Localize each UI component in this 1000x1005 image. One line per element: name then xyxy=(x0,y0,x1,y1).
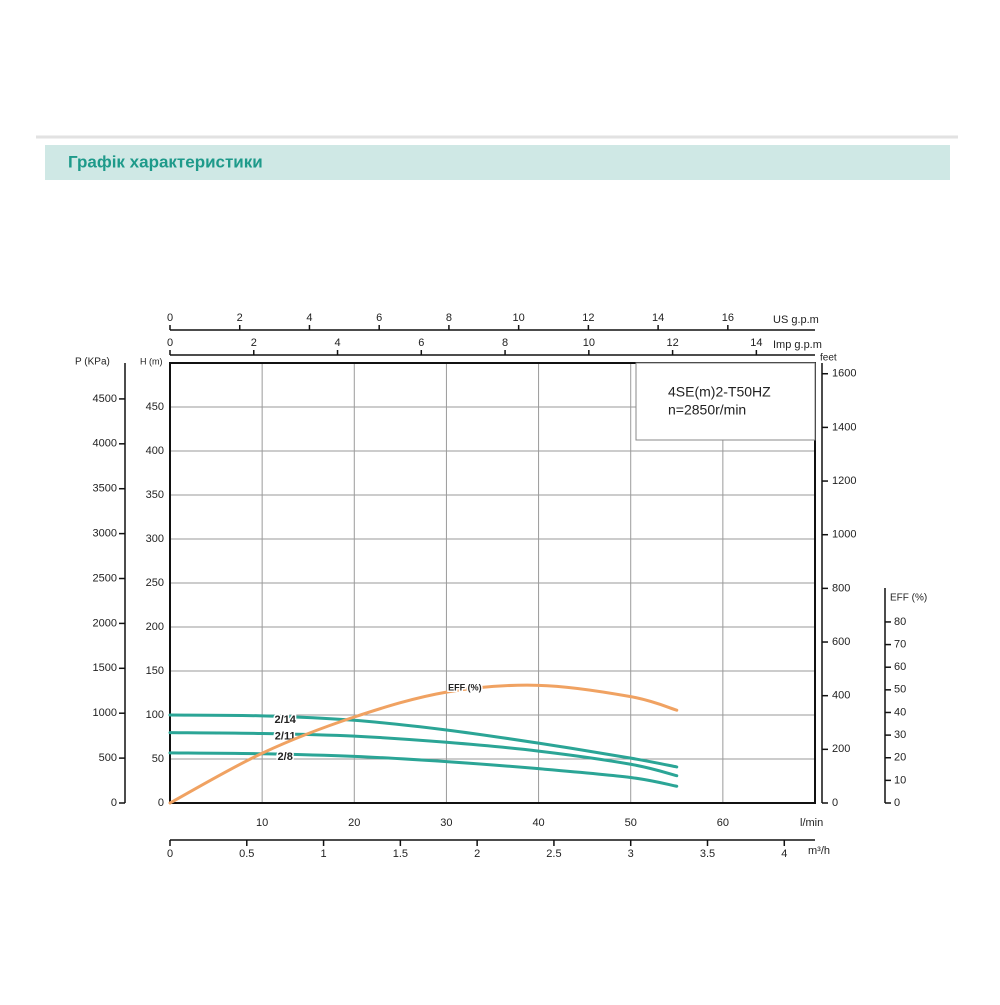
tick-label: 14 xyxy=(750,337,762,349)
eff-tick-label: 80 xyxy=(894,616,906,628)
header-title: Графік характеристики xyxy=(68,152,263,171)
curve xyxy=(168,713,679,769)
x-tick-label: 30 xyxy=(440,817,452,829)
tick-label: 10 xyxy=(513,312,525,324)
y-tick-label: 450 xyxy=(146,401,164,413)
x-tick-label: 10 xyxy=(256,817,268,829)
tick-label: 1.5 xyxy=(393,848,408,860)
tick-label: 0 xyxy=(832,797,838,809)
y-tick-label: 100 xyxy=(146,709,164,721)
tick-label: 2 xyxy=(474,848,480,860)
y-tick-label: 50 xyxy=(152,753,164,765)
tick-label: 16 xyxy=(722,312,734,324)
tick-label: 8 xyxy=(446,312,452,324)
axis-label: Imp g.p.m xyxy=(773,339,822,351)
x-tick-label: 40 xyxy=(532,817,544,829)
tick-label: 10 xyxy=(583,337,595,349)
x-axis-label: l/min xyxy=(800,817,823,829)
x-tick-label: 50 xyxy=(625,817,637,829)
eff-tick-label: 0 xyxy=(894,797,900,809)
y-tick-label: 200 xyxy=(146,621,164,633)
tick-label: 2.5 xyxy=(546,848,561,860)
curve-label: 2/8 xyxy=(278,751,293,763)
tick-label: 4000 xyxy=(93,438,117,450)
axis-label: m³/h xyxy=(808,845,830,857)
tick-label: 8 xyxy=(502,337,508,349)
tick-label: 1000 xyxy=(93,707,117,719)
tick-label: 0 xyxy=(167,337,173,349)
header-band xyxy=(45,145,950,180)
tick-label: 400 xyxy=(832,690,850,702)
tick-label: 500 xyxy=(99,752,117,764)
x-tick-label: 20 xyxy=(348,817,360,829)
curve xyxy=(168,751,679,788)
y-tick-label: 400 xyxy=(146,445,164,457)
curve xyxy=(168,683,679,805)
axis-label: US g.p.m xyxy=(773,314,819,326)
tick-label: 4 xyxy=(781,848,787,860)
tick-label: 0 xyxy=(167,312,173,324)
tick-label: 1500 xyxy=(93,662,117,674)
y-axis-label: H (m) xyxy=(140,356,163,366)
axis-label: feet xyxy=(820,353,837,364)
plot-frame xyxy=(169,362,816,804)
eff-tick-label: 40 xyxy=(894,706,906,718)
y-tick-label: 0 xyxy=(158,797,164,809)
tick-label: 800 xyxy=(832,582,850,594)
tick-label: 6 xyxy=(418,337,424,349)
tick-label: 600 xyxy=(832,636,850,648)
x-tick-label: 60 xyxy=(717,817,729,829)
tick-label: 12 xyxy=(666,337,678,349)
y-tick-label: 250 xyxy=(146,577,164,589)
tick-label: 1600 xyxy=(832,368,856,380)
tick-label: 4 xyxy=(334,337,340,349)
eff-tick-label: 50 xyxy=(894,684,906,696)
eff-tick-label: 70 xyxy=(894,638,906,650)
tick-label: 0.5 xyxy=(239,848,254,860)
eff-tick-label: 60 xyxy=(894,661,906,673)
tick-label: 2500 xyxy=(93,572,117,584)
eff-axis-label: EFF (%) xyxy=(890,593,927,604)
annotation-box xyxy=(635,362,816,441)
tick-label: 4 xyxy=(306,312,312,324)
tick-label: 3 xyxy=(628,848,634,860)
y-tick-label: 350 xyxy=(146,489,164,501)
tick-label: 3000 xyxy=(93,528,117,540)
tick-label: 14 xyxy=(652,312,664,324)
axis-label: P (KPa) xyxy=(75,357,110,368)
tick-label: 2 xyxy=(237,312,243,324)
annotation: 4SE(m)2-T50HZ xyxy=(668,384,771,400)
curve-label: 2/14 xyxy=(274,714,296,726)
y-tick-label: 150 xyxy=(146,665,164,677)
eff-tick-label: 20 xyxy=(894,752,906,764)
tick-label: 6 xyxy=(376,312,382,324)
eff-tick-label: 10 xyxy=(894,774,906,786)
y-tick-label: 300 xyxy=(146,533,164,545)
eff-tick-label: 30 xyxy=(894,729,906,741)
tick-label: 1000 xyxy=(832,529,856,541)
tick-label: 4500 xyxy=(93,393,117,405)
tick-label: 3.5 xyxy=(700,848,715,860)
tick-label: 3500 xyxy=(93,483,117,495)
tick-label: 12 xyxy=(582,312,594,324)
annotation: n=2850r/min xyxy=(668,402,746,418)
curve xyxy=(168,731,679,778)
tick-label: 1 xyxy=(321,848,327,860)
tick-label: 0 xyxy=(111,797,117,809)
tick-label: 2000 xyxy=(93,617,117,629)
tick-label: 2 xyxy=(251,337,257,349)
tick-label: 0 xyxy=(167,848,173,860)
tick-label: 200 xyxy=(832,743,850,755)
tick-label: 1200 xyxy=(832,475,856,487)
tick-label: 1400 xyxy=(832,421,856,433)
curve-label: EFF (%) xyxy=(448,682,482,692)
